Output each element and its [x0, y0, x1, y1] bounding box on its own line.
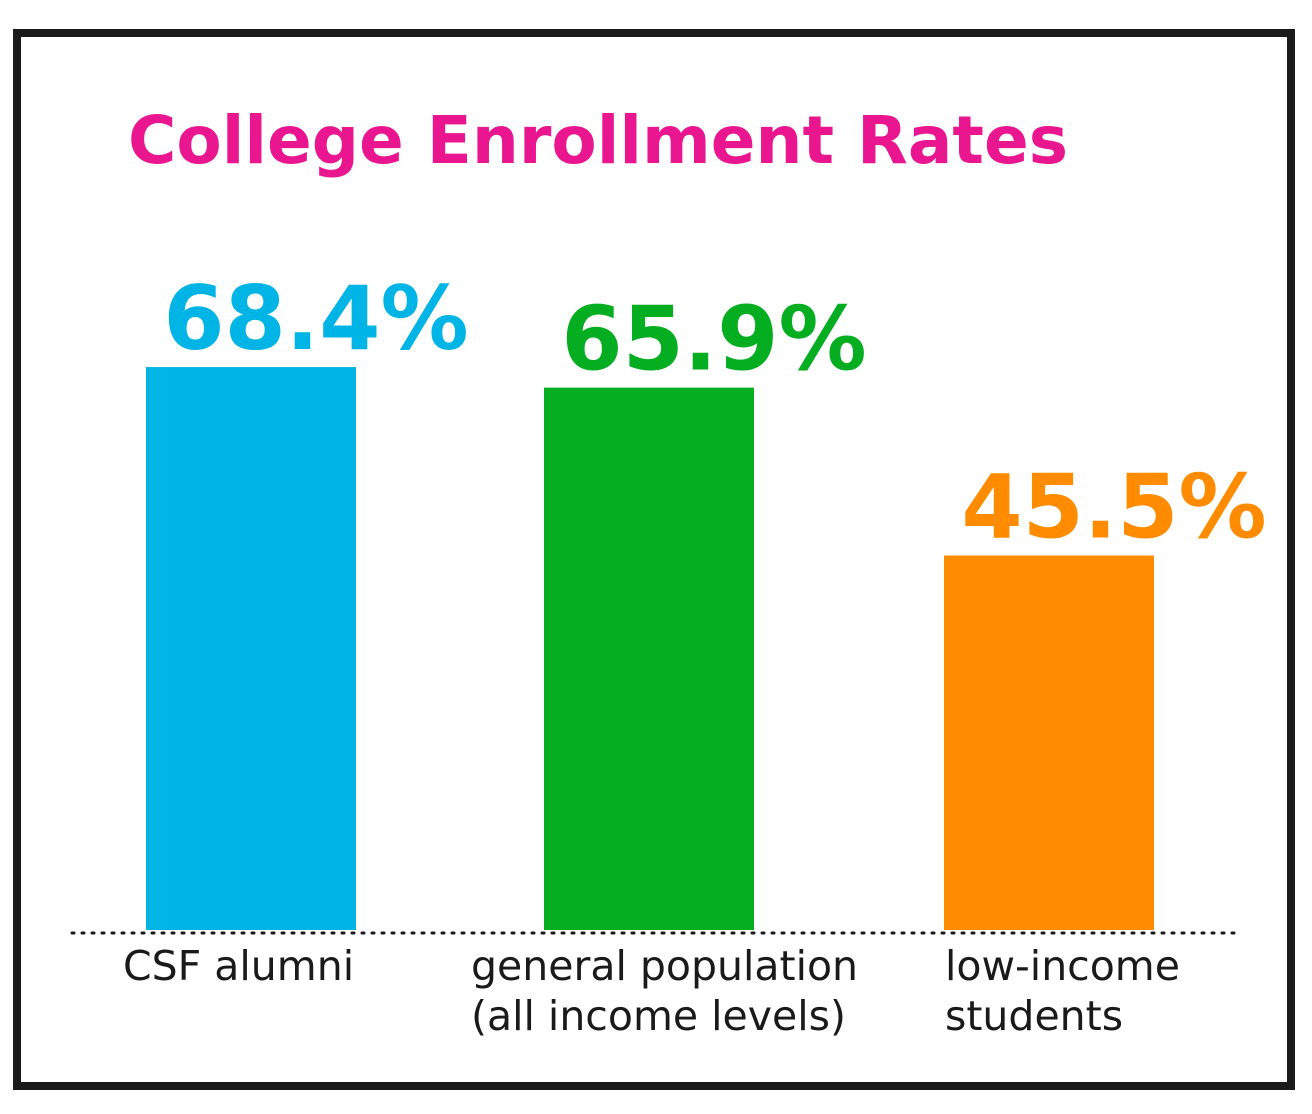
bars-layer: 68.4% 65.9% 45.5% — [146, 267, 1267, 930]
bar-1 — [146, 367, 356, 930]
chart-title: College Enrollment Rates — [128, 102, 1068, 179]
category-label-3-line-1: low-income — [945, 942, 1180, 990]
labels-layer: CSF alumni general population(all income … — [123, 942, 1180, 1040]
category-label-1-line-1: CSF alumni — [123, 942, 354, 990]
value-label-3: 45.5% — [961, 456, 1266, 559]
value-label-2: 65.9% — [561, 288, 866, 391]
category-label-2-line-2: (all income levels) — [471, 992, 846, 1040]
value-label-1: 68.4% — [163, 267, 468, 370]
category-label-3-line-2: students — [945, 992, 1123, 1040]
bar-3 — [944, 555, 1154, 930]
category-label-2-line-1: general population — [471, 942, 858, 990]
bar-2 — [544, 387, 754, 930]
